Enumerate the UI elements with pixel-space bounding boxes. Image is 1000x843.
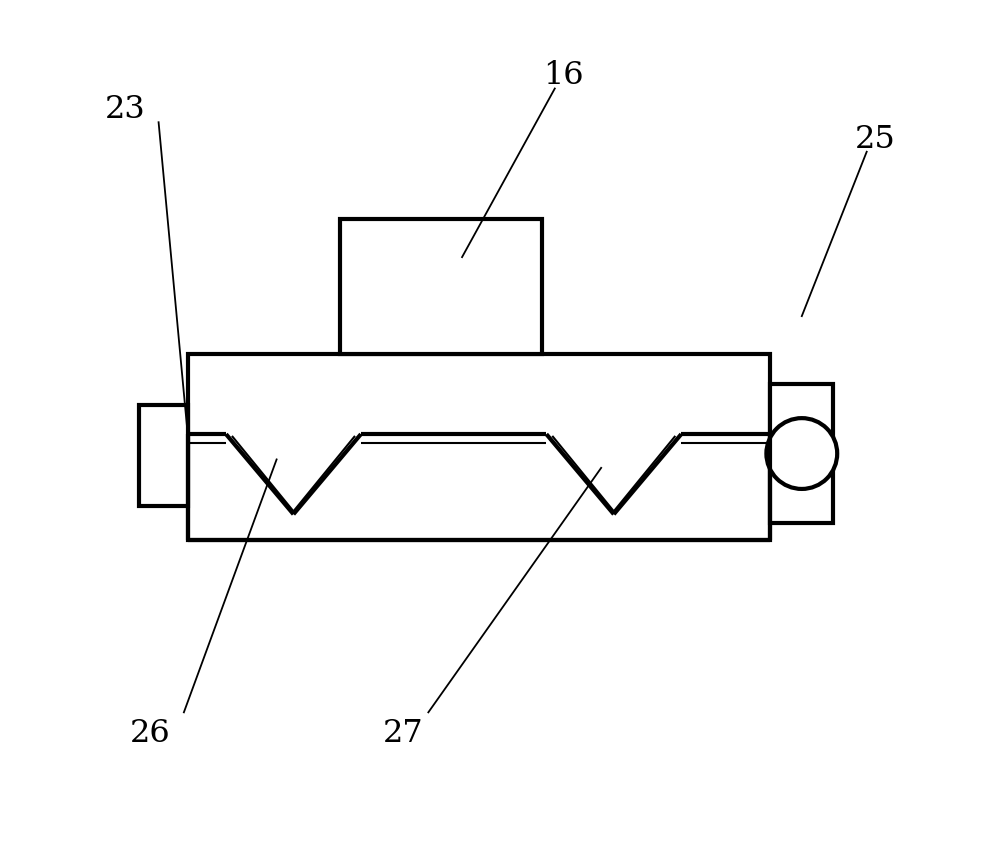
- Text: 27: 27: [383, 718, 423, 749]
- Bar: [188, 354, 770, 540]
- Text: 25: 25: [855, 124, 896, 154]
- Text: 26: 26: [130, 718, 171, 749]
- Bar: [340, 219, 542, 354]
- Text: 23: 23: [104, 94, 145, 125]
- Bar: [139, 405, 188, 506]
- Circle shape: [766, 418, 837, 489]
- Text: 16: 16: [543, 61, 584, 91]
- Bar: [770, 384, 833, 523]
